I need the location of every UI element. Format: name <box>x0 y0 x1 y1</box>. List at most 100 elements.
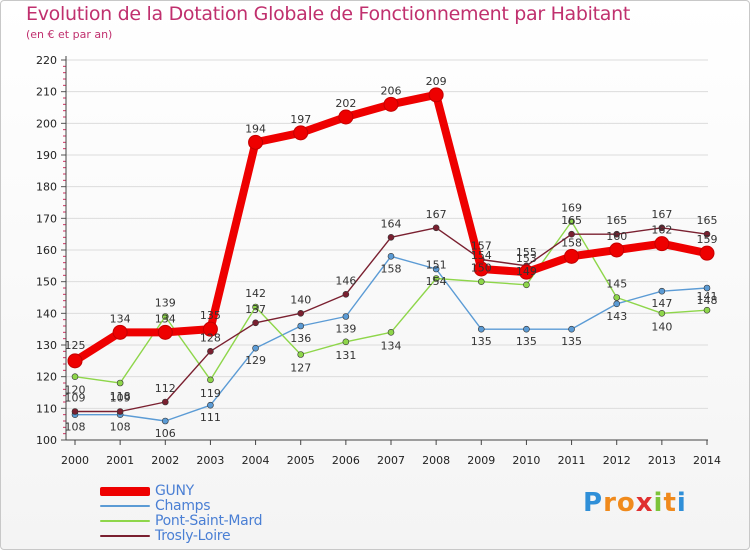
data-label: 137 <box>245 303 266 316</box>
data-label: 153 <box>516 252 537 265</box>
y-tick-label: 180 <box>36 181 57 194</box>
data-label: 165 <box>606 214 627 227</box>
data-point <box>297 351 305 358</box>
x-tick-label: 2011 <box>558 454 586 467</box>
data-label: 112 <box>155 382 176 395</box>
x-tick-label: 2005 <box>287 454 315 467</box>
data-point <box>207 348 214 355</box>
data-point <box>387 234 395 241</box>
x-tick-label: 2014 <box>693 454 721 467</box>
data-point <box>432 265 440 273</box>
data-point <box>252 303 259 311</box>
y-tick-label: 130 <box>36 339 57 352</box>
data-point <box>71 408 79 415</box>
y-tick-label: 170 <box>36 212 57 225</box>
data-point <box>518 264 534 280</box>
logo-letter: i <box>653 488 664 518</box>
data-label: 140 <box>651 320 672 333</box>
data-label: 118 <box>110 390 131 403</box>
data-label: 136 <box>290 332 311 345</box>
data-point <box>428 87 444 103</box>
x-tick-label: 2001 <box>106 454 134 467</box>
data-point <box>658 224 666 232</box>
data-point <box>658 310 666 317</box>
x-tick-label: 2000 <box>61 454 89 467</box>
data-label: 164 <box>381 217 402 230</box>
data-point <box>564 248 580 264</box>
x-tick-label: 2003 <box>196 454 224 467</box>
logo-letter: P <box>583 488 604 518</box>
data-label: 169 <box>561 202 582 215</box>
data-point <box>161 417 169 425</box>
data-point <box>116 379 124 387</box>
y-tick-label: 210 <box>36 86 57 99</box>
proxiti-logo: Proxiti <box>583 488 687 518</box>
data-point <box>703 230 711 238</box>
data-label: 145 <box>606 278 627 291</box>
data-label: 194 <box>245 122 266 135</box>
data-label: 119 <box>200 387 221 400</box>
logo-letter: o <box>616 488 636 518</box>
data-point <box>338 109 354 125</box>
data-point <box>157 324 173 340</box>
y-tick-label: 100 <box>36 434 57 447</box>
data-label: 158 <box>381 262 402 275</box>
data-label: 146 <box>335 274 356 287</box>
data-point <box>568 218 575 225</box>
data-label: 135 <box>200 309 221 322</box>
data-point <box>252 319 259 327</box>
x-tick-label: 2009 <box>467 454 495 467</box>
data-point <box>654 236 670 252</box>
data-label: 154 <box>426 275 447 288</box>
data-label: 106 <box>155 427 176 440</box>
x-tick-label: 2006 <box>332 454 360 467</box>
data-label: 142 <box>245 287 266 300</box>
legend-label: Trosly-Loire <box>155 528 231 544</box>
data-label: 155 <box>516 246 537 259</box>
data-label: 111 <box>200 411 221 424</box>
data-point <box>71 373 79 380</box>
data-point <box>67 353 83 369</box>
data-point <box>112 324 128 340</box>
data-point <box>613 230 621 238</box>
data-label: 209 <box>426 75 447 88</box>
data-label: 159 <box>697 233 718 246</box>
y-tick-label: 220 <box>36 54 57 67</box>
data-label: 129 <box>245 354 266 367</box>
data-point <box>703 306 711 314</box>
logo-letter: t <box>663 488 677 518</box>
data-point <box>568 230 575 238</box>
data-label: 134 <box>110 312 131 325</box>
data-label: 154 <box>471 249 492 262</box>
data-label: 135 <box>516 335 537 348</box>
data-label: 141 <box>697 290 718 303</box>
data-point <box>293 125 309 141</box>
data-point <box>207 401 214 409</box>
data-point <box>297 310 305 317</box>
data-label: 131 <box>335 349 356 362</box>
data-point <box>432 224 440 232</box>
logo-letter: i <box>676 488 687 518</box>
data-point <box>703 284 711 292</box>
data-point <box>161 313 169 320</box>
data-label: 135 <box>561 335 582 348</box>
data-label: 125 <box>65 339 86 352</box>
data-label: 165 <box>561 214 582 227</box>
y-tick-label: 150 <box>36 276 57 289</box>
y-tick-label: 110 <box>36 402 57 415</box>
data-point <box>342 313 350 320</box>
y-tick-label: 160 <box>36 244 57 257</box>
data-label: 120 <box>65 384 86 397</box>
data-point <box>477 278 485 285</box>
data-point <box>523 325 530 333</box>
data-point <box>609 242 625 258</box>
data-label: 165 <box>697 214 718 227</box>
data-label: 134 <box>381 339 402 352</box>
data-label: 162 <box>651 224 672 237</box>
data-label: 139 <box>155 297 176 310</box>
data-point <box>387 253 395 260</box>
data-label: 167 <box>426 208 447 221</box>
legend-swatch <box>100 487 150 496</box>
y-tick-label: 120 <box>36 371 57 384</box>
